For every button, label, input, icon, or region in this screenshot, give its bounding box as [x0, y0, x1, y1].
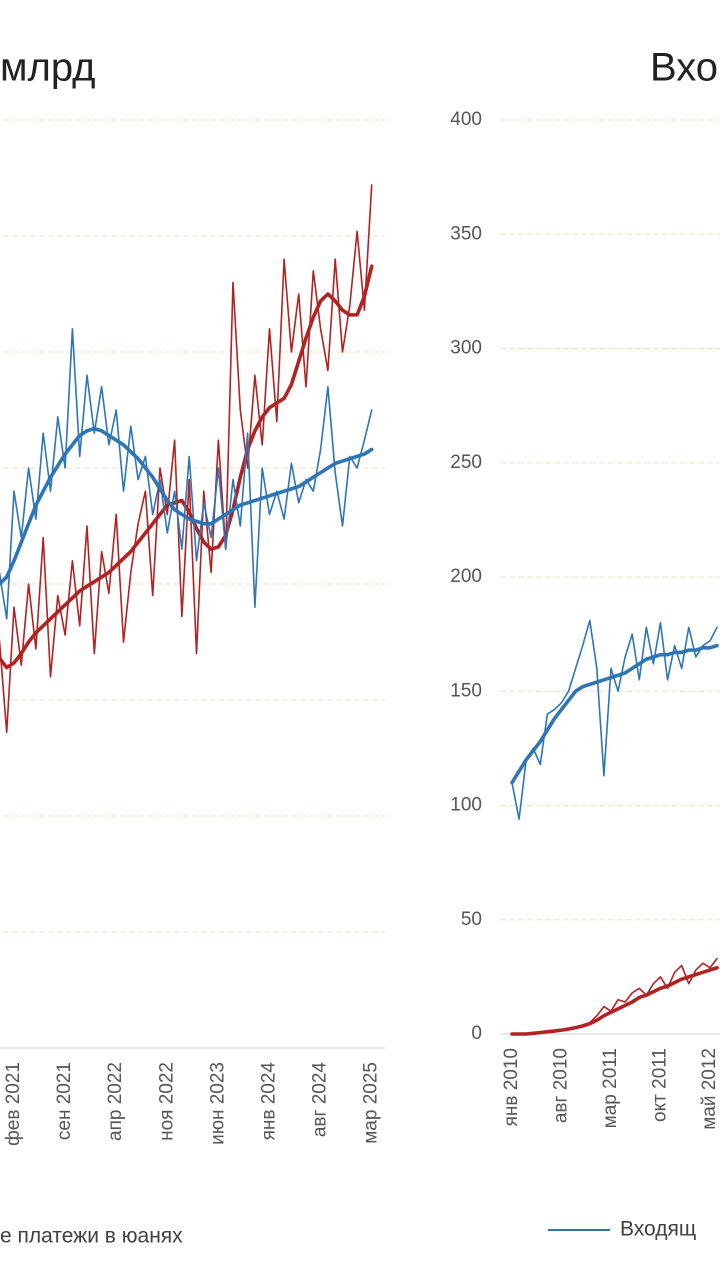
x-tick-label: мар 2025	[361, 1062, 382, 1144]
series-line	[0, 426, 374, 586]
y-tick-label: 0	[471, 1023, 482, 1044]
series-line	[511, 619, 718, 821]
x-tick-label: апр 2022	[105, 1062, 126, 1141]
x-tick-label: фев 2021	[3, 1062, 24, 1146]
y-tick-label: 150	[450, 680, 482, 701]
x-tick-label: янв 2024	[259, 1062, 280, 1141]
legend-label: Входящ	[620, 1218, 696, 1241]
y-tick-label: 50	[461, 909, 482, 930]
x-tick-label: сен 2021	[54, 1062, 75, 1140]
x-tick-label: авг 2010	[551, 1048, 572, 1123]
series-line	[511, 957, 718, 1035]
series-line	[510, 965, 719, 1036]
y-tick-label: 300	[450, 338, 482, 359]
x-tick-label: авг 2024	[310, 1062, 331, 1138]
y-tick-label: 200	[450, 566, 482, 587]
series-line	[0, 184, 373, 734]
y-tick-label: 350	[450, 223, 482, 244]
y-tick-label: 250	[450, 452, 482, 473]
x-tick-label: июн 2023	[207, 1062, 228, 1145]
y-tick-label: 100	[450, 795, 482, 816]
x-tick-label: окт 2011	[649, 1048, 670, 1122]
y-tick-label: 400	[450, 109, 482, 130]
x-tick-label: ноя 2022	[156, 1062, 177, 1141]
legend-label: е платежи в юанях	[0, 1225, 183, 1248]
x-tick-label: янв 2010	[501, 1048, 522, 1126]
series-line	[510, 643, 719, 785]
x-tick-label: май 2012	[699, 1048, 720, 1130]
chart-title: Вхо	[650, 46, 718, 90]
series-line	[0, 328, 373, 620]
x-tick-label: мар 2011	[600, 1048, 621, 1128]
chart-title: млрд	[0, 46, 96, 90]
